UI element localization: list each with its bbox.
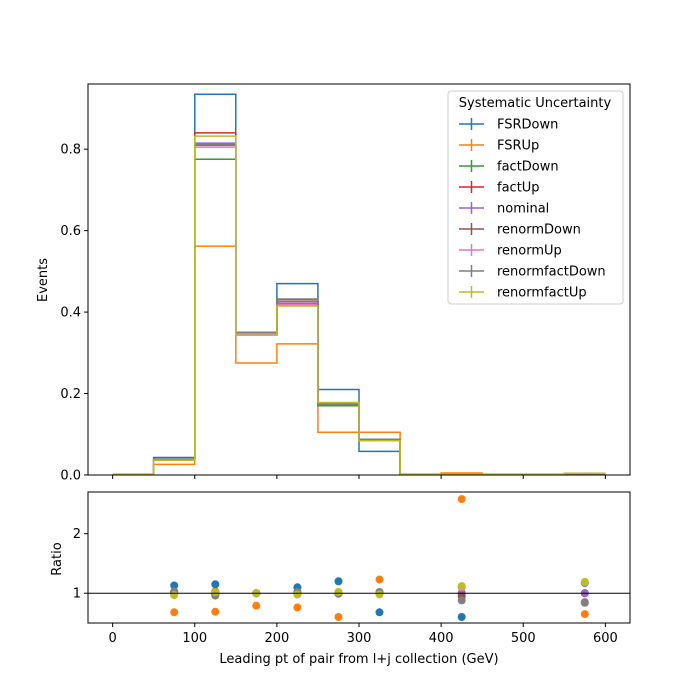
legend-entry-factUp: factUp [459,181,540,196]
ratio-point-FSRUp [211,607,220,616]
ratio-point-FSRUp [580,610,589,619]
x-axis-label: Leading pt of pair from l+j collection (… [219,652,498,667]
bottom-panel: 0 100 200 300 400 500 600 12 Ratio Leading pt … [50,491,631,667]
ratio-point-renormfactUp [457,582,466,591]
legend-entry-factDown: factDown [459,160,559,175]
ratio-point-FSRDown [170,581,179,590]
legend-label-renormUp: renormUp [497,244,562,259]
ratio-point-FSRUp [375,575,384,584]
ratio-point-renormfactUp [170,591,179,599]
x-tick-label: 300 [347,631,372,646]
top-y-tick-label: 0.6 [60,224,81,239]
legend-label-renormDown: renormDown [497,223,581,238]
ratio-point-renormfactUp [211,588,220,596]
legend-entry-renormfactDown: renormfactDown [459,265,606,280]
ratio-point-FSRUp [170,608,179,617]
legend: Systematic Uncertainty FSRDown FSRUp factD… [447,90,624,305]
legend-items: FSRDown FSRUp factDown factUp nominal renormD… [459,118,606,301]
ratio-point-renormfactUp [375,590,384,599]
top-y-ticks: 0.0 0.2 0.4 0.6 0.8 [60,143,88,484]
legend-label-nominal: nominal [497,202,549,217]
ratio-point-FSRDown [211,580,220,589]
legend-entry-renormDown: renormDown [459,223,581,238]
legend-label-factUp: factUp [497,181,540,196]
ratio-point-renormfactDown [580,598,589,607]
legend-entry-FSRUp: FSRUp [459,139,539,154]
ratio-point-renormfactUp [580,577,589,586]
bottom-y-tick-label: 1 [73,587,81,602]
legend-label-FSRUp: FSRUp [497,139,539,154]
legend-box [447,90,624,305]
legend-label-renormfactUp: renormfactUp [497,286,587,301]
x-tick-label: 500 [511,631,536,646]
bottom-y-ticks: 12 [73,527,88,602]
legend-title: Systematic Uncertainty [459,96,612,111]
top-y-tick-label: 0.0 [60,469,81,484]
top-panel: 0.0 0.2 0.4 0.6 0.8 Events [36,83,631,484]
ratio-point-renormfactUp [334,588,343,596]
legend-entry-nominal: nominal [459,202,549,217]
bottom-y-axis-label: Ratio [50,542,65,575]
x-tick-label: 400 [429,631,454,646]
ratio-point-renormfactUp [293,590,302,599]
legend-entry-renormUp: renormUp [459,244,562,259]
legend-entry-renormfactUp: renormfactUp [459,286,587,301]
ratio-point-FSRDown [457,613,466,621]
legend-label-renormfactDown: renormfactDown [497,265,606,280]
x-tick-label: 0 [108,631,116,646]
bottom-x-ticks: 0 100 200 300 400 500 600 [108,623,618,646]
top-x-ticks [112,475,606,479]
legend-entry-FSRDown: FSRDown [459,118,558,133]
legend-label-FSRDown: FSRDown [497,118,558,133]
ratio-point-FSRDown [375,608,384,617]
ratio-point-FSRUp [457,495,466,504]
bottom-y-tick-label: 2 [73,527,81,542]
x-tick-label: 100 [182,631,207,646]
x-tick-label: 600 [593,631,618,646]
ratio-point-FSRUp [334,613,343,621]
top-y-axis-label: Events [36,258,51,302]
top-y-tick-label: 0.2 [60,387,81,402]
legend-label-factDown: factDown [497,160,559,175]
top-y-tick-label: 0.4 [60,306,81,321]
top-y-tick-label: 0.8 [60,143,81,158]
ratio-point-renormfactDown [457,596,466,605]
ratio-point-FSRDown [334,577,343,586]
ratio-point-FSRUp [293,603,302,612]
x-tick-label: 200 [264,631,289,646]
ratio-point-FSRUp [252,601,261,610]
